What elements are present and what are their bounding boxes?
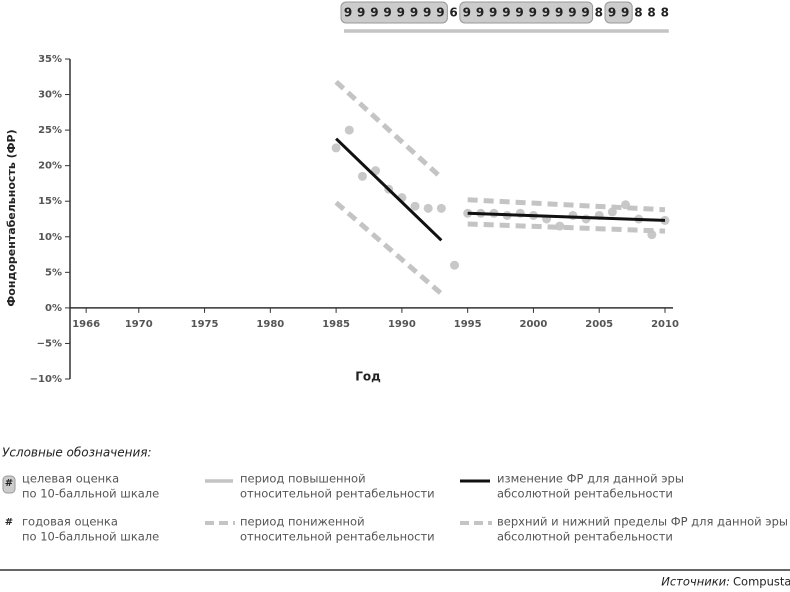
legend-symbol: # xyxy=(5,517,13,528)
legend-text: период пониженной xyxy=(240,515,365,529)
x-tick-label: 1985 xyxy=(322,319,350,330)
x-tick-label: 1990 xyxy=(388,319,416,330)
rating-digit: 8 xyxy=(661,6,669,20)
trend-line xyxy=(467,211,666,222)
rating-digit: 9 xyxy=(463,6,471,20)
rating-digit: 9 xyxy=(476,6,484,20)
trend-line xyxy=(335,137,443,242)
rating-digit: 9 xyxy=(608,6,616,20)
point xyxy=(436,203,446,213)
y-tick-label: 15% xyxy=(38,196,62,207)
legend-text: относительной рентабельности xyxy=(240,530,435,544)
legend-title: Условные обозначения: xyxy=(2,446,152,460)
source-label: Источники: xyxy=(661,575,730,589)
x-tick-label: 1970 xyxy=(125,319,153,330)
rating-digit: 8 xyxy=(634,6,642,20)
rating-digit: 9 xyxy=(555,6,563,20)
rating-digit: 9 xyxy=(529,6,537,20)
y-tick-label: −5% xyxy=(37,338,62,349)
legend-text: целевая оценка xyxy=(22,472,119,486)
point xyxy=(450,260,460,270)
y-tick-label: 20% xyxy=(38,161,62,172)
legend-text: период повышенной xyxy=(240,472,366,486)
point xyxy=(331,143,341,153)
rating-digit: 9 xyxy=(370,6,378,20)
legend-icon-target xyxy=(2,475,16,494)
rating-digit: 9 xyxy=(357,6,365,20)
x-tick-label: 1975 xyxy=(191,319,219,330)
rating-digit: 9 xyxy=(410,6,418,20)
x-axis-title: Год xyxy=(355,370,381,384)
x-tick-label: 1980 xyxy=(256,319,284,330)
band-line xyxy=(334,79,444,180)
rating-group xyxy=(459,1,594,24)
x-tick-label: 2000 xyxy=(520,319,548,330)
y-tick-label: 5% xyxy=(45,267,62,278)
legend-text: относительной рентабельности xyxy=(240,487,435,501)
rating-digit: 9 xyxy=(621,6,629,20)
rating-digit: 9 xyxy=(423,6,431,20)
legend-text: изменение ФР для данной эры xyxy=(497,472,684,486)
rating-digit: 9 xyxy=(489,6,497,20)
point xyxy=(357,171,367,181)
source: Compustat; анализ Deloitte. xyxy=(733,575,790,589)
rating-digit: 6 xyxy=(449,6,457,20)
legend-text: по 10-балльной шкале xyxy=(22,487,159,501)
legend-symbol: # xyxy=(5,478,13,489)
point xyxy=(423,203,433,213)
y-tick-label: −10% xyxy=(30,374,62,385)
rating-digit: 9 xyxy=(515,6,523,20)
rating-group xyxy=(604,1,633,24)
band-line xyxy=(467,221,666,234)
point xyxy=(344,125,354,135)
rating-digit: 9 xyxy=(436,6,444,20)
rating-digit: 9 xyxy=(502,6,510,20)
y-axis-title: Фондорентабельность (ФР) xyxy=(5,129,18,306)
y-tick-label: 25% xyxy=(38,125,62,136)
rating-digit: 9 xyxy=(397,6,405,20)
y-tick-label: 30% xyxy=(38,90,62,101)
rating-digit: 9 xyxy=(542,6,550,20)
y-tick-label: 35% xyxy=(38,54,62,65)
legend-text: абсолютной рентабельности xyxy=(497,530,673,544)
band-line xyxy=(467,197,666,213)
y-tick-label: 10% xyxy=(38,232,62,243)
band-line xyxy=(334,200,443,296)
legend-text: годовая оценка xyxy=(22,515,118,529)
rating-digit: 9 xyxy=(581,6,589,20)
legend-text: по 10-балльной шкале xyxy=(22,530,159,544)
rating-digit: 9 xyxy=(383,6,391,20)
rating-digit: 9 xyxy=(568,6,576,20)
point xyxy=(410,201,420,211)
x-tick-label: 1995 xyxy=(454,319,482,330)
rating-group xyxy=(340,1,448,24)
rating-digit: 8 xyxy=(595,6,603,20)
rating-digit: 8 xyxy=(647,6,655,20)
legend-text: верхний и нижний пределы ФР для данной э… xyxy=(497,515,788,529)
legend-text: абсолютной рентабельности xyxy=(497,487,673,501)
x-tick-label: 2010 xyxy=(651,319,679,330)
x-tick-label: 2005 xyxy=(585,319,613,330)
x-tick-label: 1966 xyxy=(72,319,100,330)
y-tick-label: 0% xyxy=(45,303,62,314)
rating-digit: 9 xyxy=(344,6,352,20)
